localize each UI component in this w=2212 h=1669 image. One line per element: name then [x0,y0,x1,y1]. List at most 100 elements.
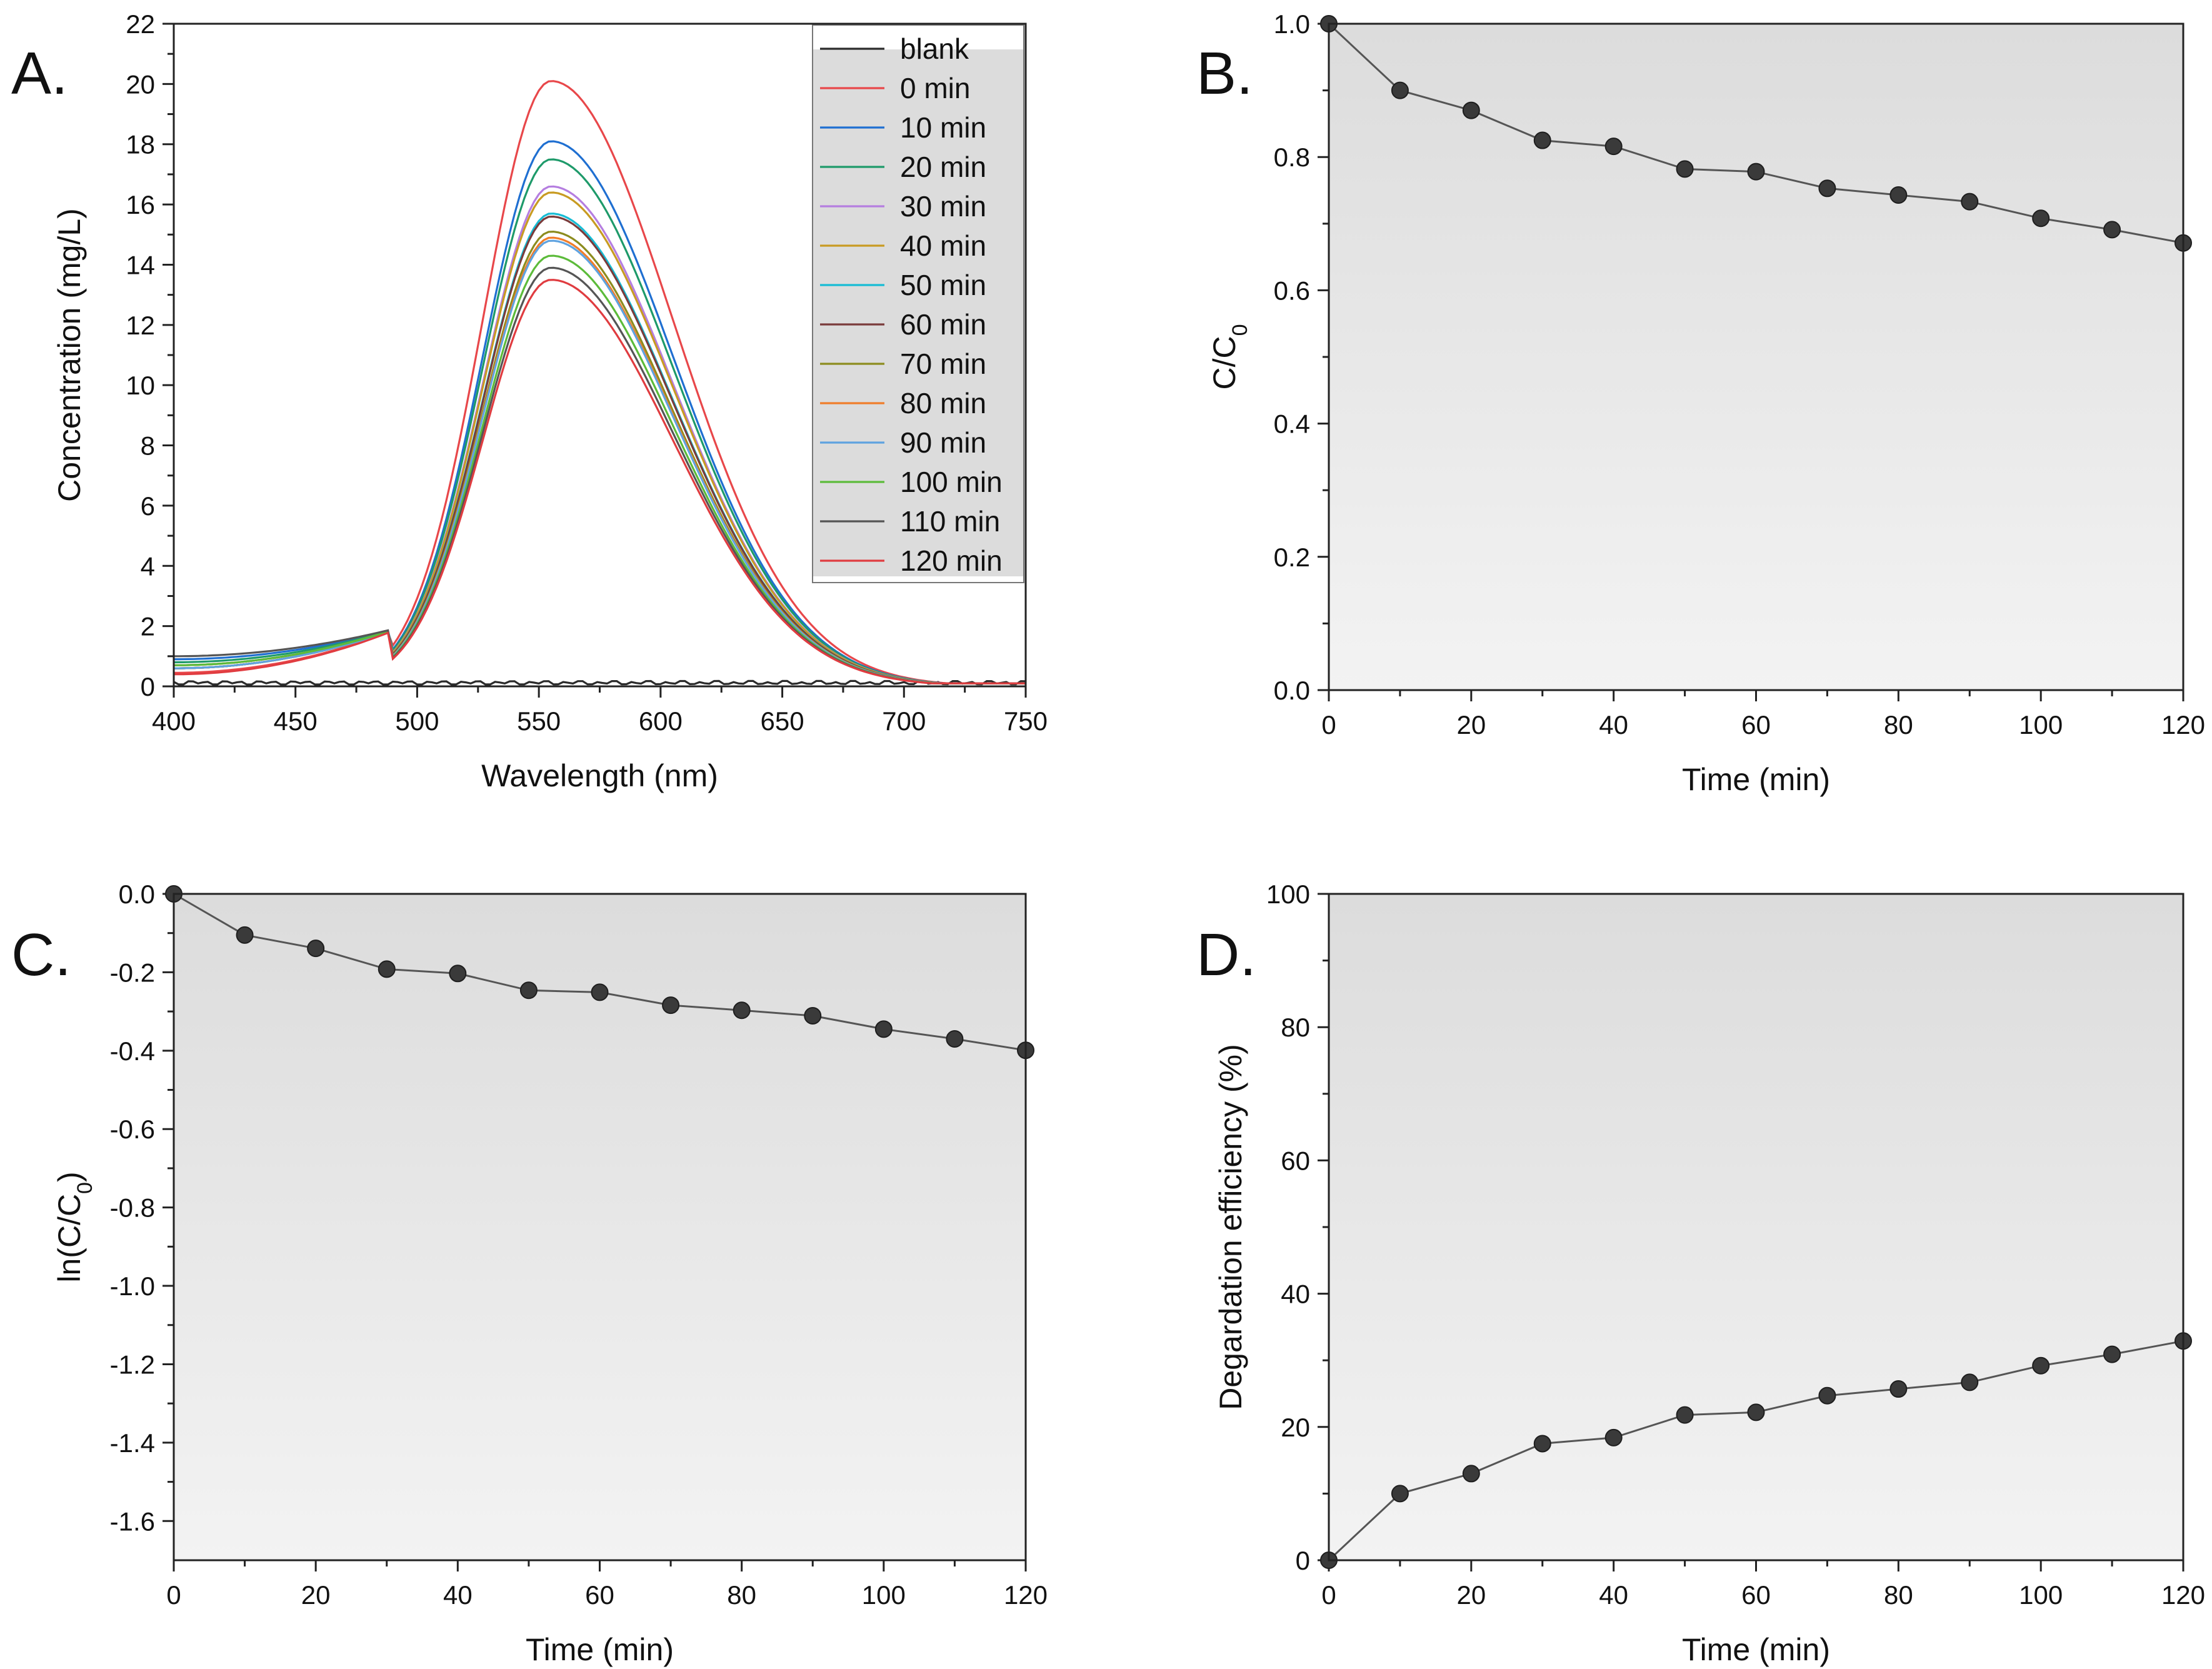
legend-label: 10 min [900,111,986,144]
y-axis-title: Concentration (mg/L) [52,208,87,502]
y-tick-label: 0.0 [119,880,155,909]
y-tick-label: 8 [141,431,155,461]
data-point [378,960,396,978]
x-tick-label: 0 [1321,1580,1336,1610]
x-tick-label: 80 [727,1580,756,1610]
x-tick-label: 40 [443,1580,473,1610]
y-tick-label: 12 [126,311,155,340]
y-tick-label: 6 [141,491,155,521]
data-point [1747,163,1765,181]
y-tick-label: 0 [141,672,155,701]
panel-c: 0 20 40 60 80 100 120 0.0 -0.2 -0.4 -0.6 -0.8 -1.0 -1… [11,880,1048,1667]
legend-label: 80 min [900,387,986,419]
y-tick-label: -1.0 [110,1271,155,1301]
data-point [1604,1428,1623,1446]
y-tick-label: 0.4 [1274,409,1310,439]
panel-label: C. [11,921,71,988]
data-point [804,1007,822,1025]
data-point [449,965,467,983]
data-point [1391,81,1409,99]
x-tick-label: 60 [1741,710,1771,739]
y-axis-title-main: Concentration (mg/L) [52,208,87,502]
legend-label: 40 min [900,229,986,262]
y-axis-title: C/C0 [1207,324,1252,389]
y-axis-title: Degardation efficiency (%) [1213,1044,1248,1410]
x-tick-label: 450 [274,706,318,736]
data-point [1604,138,1623,156]
legend-label: 20 min [900,151,986,183]
data-point [1961,193,1979,211]
x-axis-title: Time (min) [1682,762,1830,797]
plot-border [173,23,1027,688]
legend-label: 90 min [900,426,986,459]
x-tick-label: 750 [1004,706,1048,736]
x-tick-label: 700 [882,706,926,736]
legend-label: blank [900,33,969,65]
y-tick-label: 80 [1281,1013,1310,1042]
data-point [1462,1465,1480,1483]
data-point [662,996,680,1015]
x-tick-label: 100 [2019,1580,2063,1610]
data-point [307,940,325,958]
x-axis-title: Time (min) [526,1632,674,1667]
plot-border [173,893,1027,1561]
data-point [1818,1386,1836,1405]
legend-shade [813,49,1024,576]
data-point [2032,209,2050,228]
data-point [1961,1373,1979,1391]
y-tick-label: 0 [1296,1546,1310,1575]
x-tick-label: 100 [862,1580,906,1610]
data-point [874,1020,893,1038]
y-axis-title-subscript: 0 [73,1182,97,1194]
x-axis-title: Time (min) [1682,1632,1830,1667]
x-tick-label: 60 [585,1580,614,1610]
legend-label: 70 min [900,348,986,380]
plot-area [1329,24,2183,690]
panel-label: D. [1196,921,1256,988]
x-tick-label: 40 [1599,710,1628,739]
data-point [1889,1380,1908,1398]
y-tick-label: 100 [1266,880,1310,909]
x-tick-label: 40 [1599,1580,1628,1610]
y-tick-label: 20 [126,69,155,99]
y-axis-title: ln(C/C0) [52,1171,97,1282]
data-point [1533,1435,1551,1453]
data-point [1462,101,1480,119]
y-tick-label: -1.6 [110,1506,155,1536]
x-tick-label: 120 [2161,710,2205,739]
panel-label: A. [11,40,68,107]
data-point [2103,1345,2121,1363]
x-tick-label: 100 [2019,710,2063,739]
data-point [2032,1356,2050,1375]
y-axis-title-subscript: 0 [1228,324,1252,336]
y-tick-label: -0.4 [110,1036,155,1066]
legend-label: 0 min [900,72,970,104]
y-tick-label: 0.8 [1274,143,1310,172]
x-tick-label: 20 [301,1580,331,1610]
x-tick-label: 80 [1884,1580,1913,1610]
plot-area [1329,894,2183,1560]
legend-label: 60 min [900,308,986,341]
y-tick-label: 14 [126,250,155,279]
data-point [733,1001,751,1020]
x-tick-label: 550 [517,706,561,736]
data-point [1676,160,1694,178]
y-tick-label: -1.2 [110,1350,155,1379]
data-point [236,926,254,944]
y-tick-label: 4 [141,551,155,581]
data-point [1747,1403,1765,1421]
x-tick-label: 120 [2161,1580,2205,1610]
plot-border [1328,893,2184,1561]
legend-label: 110 min [900,505,1000,538]
y-tick-label: 20 [1281,1413,1310,1442]
x-tick-label: 80 [1884,710,1913,739]
plot-border [1328,23,2184,691]
data-point [946,1030,964,1048]
panel-a: 400 450 500 550 600 650 700 750 0 2 4 6 8 10 12 14 16 18 2… [11,9,1048,793]
x-tick-label: 650 [761,706,804,736]
y-tick-label: 60 [1281,1146,1310,1175]
y-tick-label: 10 [126,371,155,400]
y-tick-label: -1.4 [110,1428,155,1458]
legend-label: 120 min [900,544,1003,577]
spectrum-line [174,279,1026,684]
